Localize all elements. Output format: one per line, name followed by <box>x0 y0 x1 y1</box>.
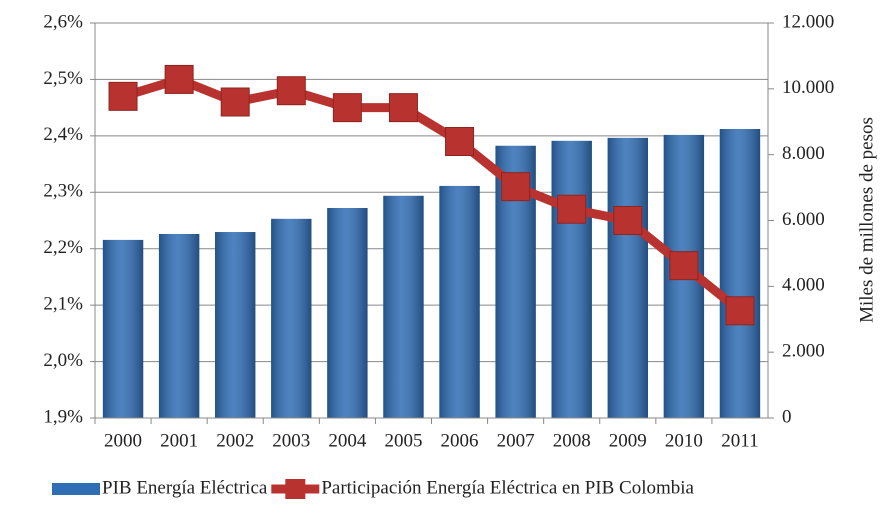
marker <box>164 64 194 94</box>
y-tick-label: 2,6% <box>43 11 83 32</box>
bar-shade <box>383 195 424 418</box>
x-tick-label: 2011 <box>721 430 758 451</box>
x-tick-label: 2005 <box>384 430 422 451</box>
marker <box>445 127 475 156</box>
bar-shade <box>327 207 368 418</box>
y2-tick-label: 2.000 <box>782 341 825 362</box>
legend-label: PIB Energía Eléctrica <box>102 477 268 498</box>
y-tick-label: 2,3% <box>43 181 83 202</box>
x-tick-label: 2010 <box>665 430 703 451</box>
y2-tick-label: 10.000 <box>782 77 834 98</box>
legend-label: Participación Energía Eléctrica en PIB C… <box>321 477 694 498</box>
marker <box>220 87 250 117</box>
bar-shade <box>271 218 312 418</box>
marker <box>725 296 755 326</box>
y-tick-label: 2,1% <box>43 294 83 315</box>
y2-tick-label: 8.000 <box>782 143 825 164</box>
marker <box>557 194 587 224</box>
x-tick-label: 2009 <box>609 430 647 451</box>
bar-shade <box>607 137 648 419</box>
y2-tick-label: 12.000 <box>782 11 834 32</box>
marker <box>669 251 699 281</box>
bar-shade <box>551 140 592 418</box>
y-tick-label: 2,0% <box>43 350 83 371</box>
legend-swatch-marker <box>285 479 306 499</box>
marker <box>613 206 643 235</box>
bar-shade <box>439 185 480 418</box>
marker <box>276 76 306 106</box>
marker <box>388 93 418 123</box>
bar-shade <box>215 232 256 418</box>
marker <box>332 93 362 123</box>
x-tick-label: 2007 <box>497 430 535 451</box>
bar-shade <box>102 239 144 418</box>
y-tick-label: 1,9% <box>43 406 83 427</box>
y-tick-label: 2,2% <box>43 237 83 258</box>
marker <box>108 81 138 111</box>
x-tick-label: 2001 <box>160 430 198 451</box>
x-tick-label: 2008 <box>553 430 591 451</box>
marker <box>501 172 531 202</box>
y2-tick-label: 4.000 <box>782 275 825 296</box>
x-tick-label: 2003 <box>272 430 310 451</box>
y-tick-label: 2,4% <box>43 124 83 145</box>
x-tick-label: 2000 <box>104 430 142 451</box>
y2-axis-title: Miles de millones de pesos <box>856 117 877 323</box>
x-tick-label: 2002 <box>216 430 254 451</box>
legend-swatch <box>52 483 100 495</box>
y-tick-label: 2,5% <box>43 68 83 89</box>
y2-tick-label: 0 <box>782 406 792 427</box>
bar-shade <box>719 128 761 418</box>
x-tick-label: 2006 <box>441 430 479 451</box>
y2-tick-label: 6.000 <box>782 209 825 230</box>
bar-shade <box>158 233 200 418</box>
x-tick-label: 2004 <box>328 430 367 451</box>
